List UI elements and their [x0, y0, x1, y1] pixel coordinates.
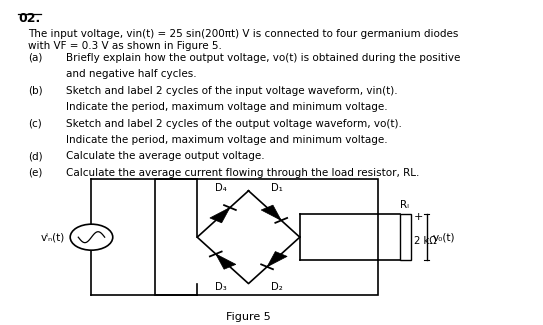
Polygon shape [267, 252, 287, 267]
Text: (b): (b) [28, 86, 43, 96]
Text: and negative half cycles.: and negative half cycles. [66, 69, 197, 79]
Bar [400, 214, 411, 260]
Bar [155, 179, 378, 295]
Text: (a): (a) [28, 53, 42, 63]
Text: D₂: D₂ [270, 282, 282, 292]
Text: 02.: 02. [18, 12, 40, 25]
Text: Briefly explain how the output voltage, vo(t) is obtained during the positive: Briefly explain how the output voltage, … [66, 53, 460, 63]
Text: Calculate the average current flowing through the load resistor, RL.: Calculate the average current flowing th… [66, 168, 420, 178]
Polygon shape [261, 205, 281, 220]
Text: +: + [414, 212, 423, 222]
Text: D₁: D₁ [270, 183, 282, 193]
Text: Sketch and label 2 cycles of the input voltage waveform, vin(t).: Sketch and label 2 cycles of the input v… [66, 86, 398, 96]
Polygon shape [210, 208, 230, 223]
Circle shape [70, 224, 113, 250]
Text: Figure 5: Figure 5 [226, 312, 271, 322]
Text: (c): (c) [28, 119, 42, 128]
Text: Calculate the average output voltage.: Calculate the average output voltage. [66, 151, 265, 161]
Text: v₀(t): v₀(t) [433, 232, 455, 242]
Text: Rₗ: Rₗ [400, 200, 409, 210]
Text: D₃: D₃ [214, 282, 226, 292]
Text: The input voltage, vin(t) = 25 sin(200πt) V is connected to four germanium diode: The input voltage, vin(t) = 25 sin(200πt… [28, 29, 458, 39]
Text: 2 kΩ: 2 kΩ [414, 236, 437, 246]
Text: with VF = 0.3 V as shown in Figure 5.: with VF = 0.3 V as shown in Figure 5. [28, 41, 222, 50]
Text: Indicate the period, maximum voltage and minimum voltage.: Indicate the period, maximum voltage and… [66, 102, 388, 112]
Polygon shape [216, 254, 236, 269]
Text: (e): (e) [28, 168, 42, 178]
Text: vᴵₙ(t): vᴵₙ(t) [41, 232, 65, 242]
Text: Indicate the period, maximum voltage and minimum voltage.: Indicate the period, maximum voltage and… [66, 135, 388, 145]
Text: Sketch and label 2 cycles of the output voltage waveform, vo(t).: Sketch and label 2 cycles of the output … [66, 119, 402, 128]
Text: D₄: D₄ [214, 183, 226, 193]
Text: (d): (d) [28, 151, 43, 161]
